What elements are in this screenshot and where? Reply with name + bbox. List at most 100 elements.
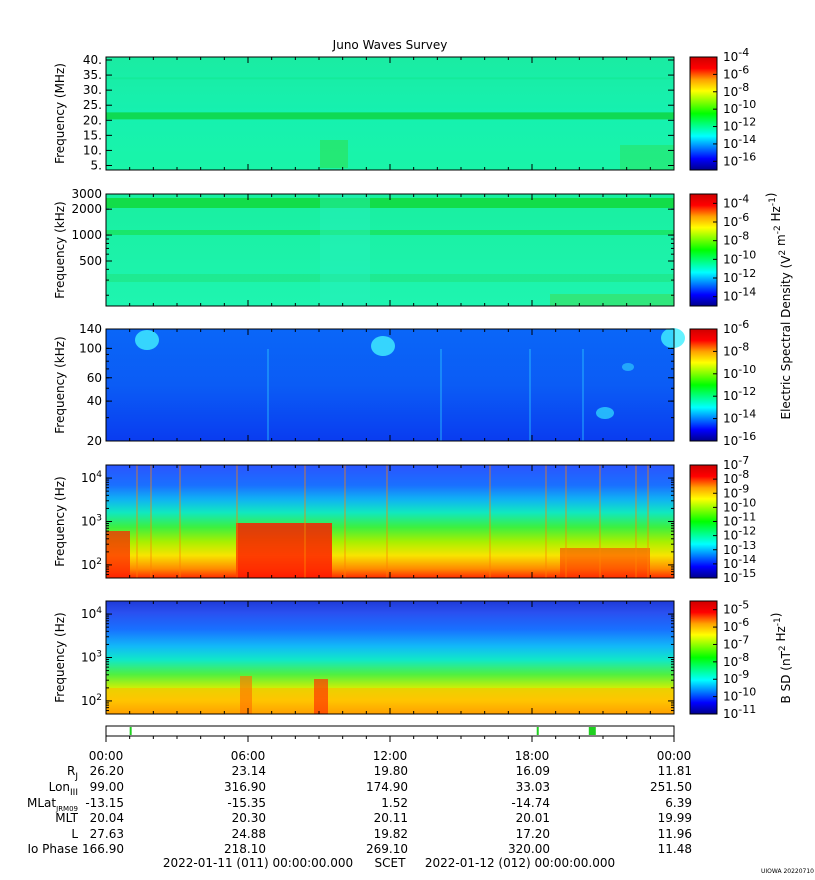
ephemeris-value: 19.82 [374, 827, 408, 841]
emission-band [106, 198, 674, 208]
colorbar-tick-label: 10-4 [723, 46, 749, 64]
ephemeris-value: 20.04 [90, 811, 124, 825]
y-tick-label: 30. [83, 83, 102, 97]
ephemeris-value: 320.00 [508, 842, 550, 856]
y-tick-label: 40 [87, 394, 102, 408]
emission-blob [661, 328, 685, 348]
emission-blob [622, 363, 634, 371]
colorbar-tick-label: 10-11 [723, 511, 756, 529]
x-tick-label: 00:00 [89, 749, 124, 763]
spectrogram-features [106, 465, 650, 578]
ephemeris-value: 1.52 [381, 796, 408, 810]
colorbar-title-magnetic: B SD (nT2 Hz-1) [769, 613, 793, 704]
colorbar-tick-label: 10-8 [723, 81, 749, 99]
ephemeris-row-label: Io Phase [27, 842, 78, 856]
y-tick-label: 140 [79, 322, 102, 336]
colorbar-scale [689, 56, 718, 171]
y-tick-label: 60 [87, 371, 102, 385]
colorbar-title-electric: Electric Spectral Density (V2 m-2 Hz-1) [764, 192, 793, 419]
colorbar-tick-label: 10-10 [723, 98, 756, 116]
y-tick-label: 15. [83, 128, 102, 142]
emission-patch [106, 531, 130, 578]
y-axis-label: Frequency (Hz) [53, 612, 67, 703]
x-tick-label: 00:00 [657, 749, 692, 763]
y-axis-label: Frequency (MHz) [53, 63, 67, 164]
colorbar-tick-label: 10-13 [723, 539, 756, 557]
emission-band [106, 274, 674, 282]
colorbar-tick-label: 10-6 [723, 616, 749, 634]
emission-band [106, 230, 674, 235]
emission-patch [550, 294, 674, 306]
colorbar-tick-label: 10-14 [723, 408, 756, 426]
colorbar-tick-label: 10-9 [723, 482, 749, 500]
ephemeris-value: 27.63 [90, 827, 124, 841]
ephemeris-value: 24.88 [232, 827, 266, 841]
ephemeris-value: 11.48 [658, 842, 692, 856]
footer-credit: UIOWA 20220710 [761, 868, 814, 875]
ephemeris-value: 99.00 [90, 780, 124, 794]
ephemeris-value: 218.10 [224, 842, 266, 856]
ephemeris-value: 20.30 [232, 811, 266, 825]
colorbar-tick-label: 10-8 [723, 230, 749, 248]
ephemeris-value: 11.81 [658, 764, 692, 778]
emission-blob [371, 336, 395, 356]
ephemeris-value: -14.74 [511, 796, 550, 810]
mode-strip [105, 725, 675, 742]
colorbar-tick-label: 10-4 [723, 192, 749, 210]
y-axis-label: Frequency (kHz) [53, 336, 67, 433]
colorbar-tick-label: 10-10 [723, 686, 756, 704]
ephemeris-row-label: RJ [67, 764, 78, 782]
colorbar-tick-label: 10-10 [723, 363, 756, 381]
colorbar-scale [689, 193, 718, 307]
ephemeris-value: 26.20 [90, 764, 124, 778]
colorbar-tick-label: 10-15 [723, 567, 756, 585]
ephemeris-value: 316.90 [224, 780, 266, 794]
ephemeris-value: 20.11 [374, 811, 408, 825]
y-axis-label: Frequency (Hz) [53, 476, 67, 567]
ephemeris-value: 33.03 [516, 780, 550, 794]
ephemeris-value: -13.15 [85, 796, 124, 810]
mode-strip-mark [588, 727, 596, 735]
x-tick-label: 12:00 [373, 749, 408, 763]
colorbar-tick-label: 10-5 [723, 599, 749, 617]
emission-band [106, 112, 674, 120]
y-tick-label: 3000 [71, 187, 102, 201]
ephemeris-value: 11.96 [658, 827, 692, 841]
colorbar-tick-label: 10-12 [723, 267, 756, 285]
y-tick-label: 5. [91, 158, 102, 172]
ephemeris-value: -15.35 [227, 796, 266, 810]
colorbar-scale [689, 600, 718, 715]
x-tick-label: 18:00 [515, 749, 550, 763]
footer-scet-label: SCET [375, 856, 407, 870]
spectrogram-panel-1: 40.35.30.25.20.15.10.5. Frequency (MHz) 10… [53, 46, 756, 172]
colorbar-tick-label: 10-12 [723, 385, 756, 403]
colorbar-tick-label: 10-14 [723, 553, 756, 571]
colorbar-scale [689, 328, 718, 442]
x-tick-label: 06:00 [231, 749, 266, 763]
ephemeris-value: 20.01 [516, 811, 550, 825]
ephemeris-value: 251.50 [650, 780, 692, 794]
y-tick-label: 2000 [71, 202, 102, 216]
colorbar-tick-label: 10-12 [723, 116, 756, 134]
ephemeris-row-label: L [71, 827, 78, 841]
ephemeris-row-label: MLatJRM09 [27, 796, 78, 813]
y-tick-label: 20. [83, 113, 102, 127]
y-tick-label: 103 [81, 650, 102, 665]
spectrogram-features [106, 676, 674, 714]
y-tick-label: 35. [83, 68, 102, 82]
ephemeris-table: 00:00 06:00 12:00 18:00 00:00 RJ 26.20 23.14 19.… [27, 749, 692, 856]
y-tick-label: 104 [81, 470, 102, 485]
y-tick-label: 500 [79, 254, 102, 268]
colorbar-3: 10-6 10-8 10-10 10-12 10-14 10-16 [689, 318, 756, 448]
colorbar-tick-label: 10-12 [723, 525, 756, 543]
footer-end-time: 2022-01-12 (012) 00:00:00.000 [425, 856, 615, 870]
footer-start-time: 2022-01-11 (011) 00:00:00.000 [163, 856, 353, 870]
emission-blob [596, 407, 614, 419]
colorbar-tick-label: 10-6 [723, 318, 749, 336]
y-tick-label: 10. [83, 143, 102, 157]
